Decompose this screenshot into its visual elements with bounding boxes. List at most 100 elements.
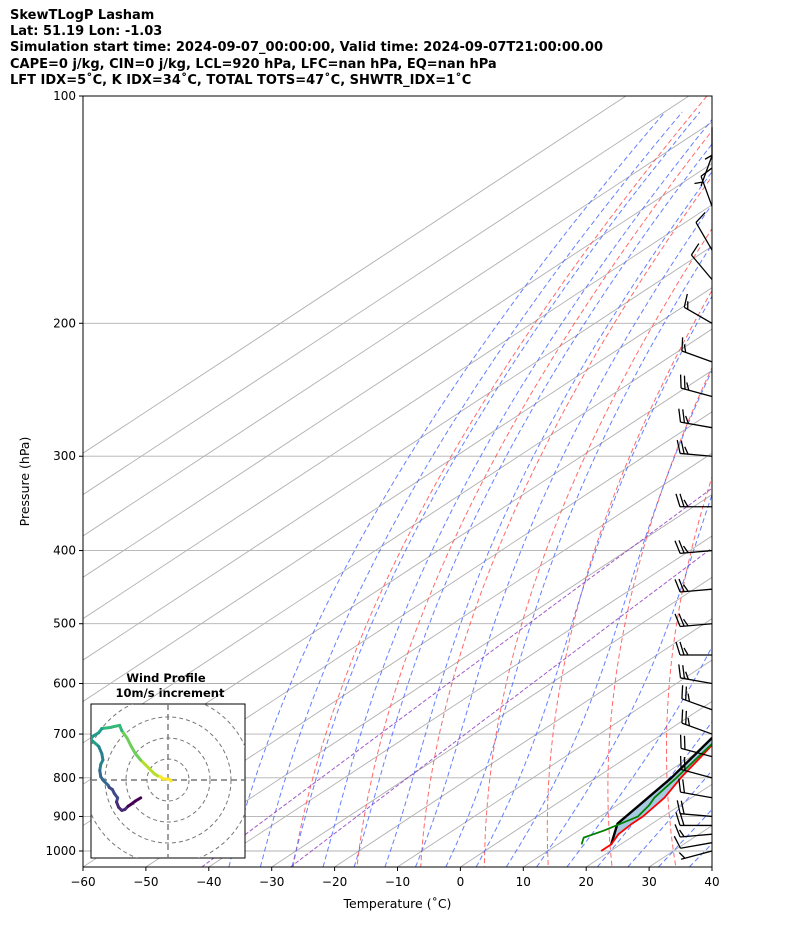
moist-adiabat-line [322,118,712,867]
isotherm-line [648,825,712,867]
wind-barb-feather [678,540,685,554]
hodograph-segment [120,729,129,740]
wind-barb-feather [674,579,681,593]
wind-barb [673,835,713,849]
wind-barb-feather [673,835,682,849]
wind-barb-feather [678,664,682,679]
x-tick-label: −60 [70,875,95,889]
wind-barb-staff [680,747,713,758]
wind-barb-staff [680,623,713,628]
wind-barb [690,243,713,280]
wind-barb-staff [680,842,713,849]
wind-barb-feather [686,382,690,391]
y-tick-label: 1000 [45,844,76,858]
mixing-ratio-line [201,487,712,867]
dewpoint-profile-line [580,742,712,845]
axes: −60 −50 −40 −30 −20 −10 0 10 20 30 40 Temperature (… [17,89,720,911]
moist-adiabat-line [475,295,712,867]
moist-adiabat-line [658,808,712,867]
wind-barb-feather [678,578,685,592]
wind-barb-feather [678,829,685,837]
wind-barb-feather [676,440,681,454]
y-tick-label: 700 [53,727,76,741]
wind-barb [695,211,713,251]
wind-barbs [673,127,713,860]
wind-barb-staff [680,452,713,457]
y-tick-label: 400 [53,544,76,558]
wind-barb-feather [681,685,684,699]
isotherm-line [83,96,690,496]
isotherm-line [208,535,712,867]
wind-barb-feather [687,693,691,702]
wind-barb-feather [679,493,685,507]
x-tick-label: 40 [704,875,719,889]
y-tick-label: 800 [53,771,76,785]
wind-barb-staff [680,791,713,799]
wind-barb [675,493,712,508]
wind-barb [678,408,713,429]
chart-header: SkewTLogP Lasham Lat: 51.19 Lon: -1.03 S… [10,8,603,89]
wind-barb-feather [685,671,689,680]
wind-barb-feather [679,641,685,656]
wind-barb-feather [690,243,700,256]
wind-barb-feather [682,584,689,592]
dry-adiabat-line [356,129,712,867]
wind-barb [679,374,713,398]
wind-barb-feather [683,647,689,656]
wind-barb-feather [687,717,691,726]
wind-barb [694,155,713,187]
temperature-profile-line [600,743,712,852]
y-tick-label: 300 [53,449,76,463]
y-tick-label: 500 [53,617,76,631]
moist-adiabat-line [505,369,712,867]
isotherm-line [83,245,712,661]
wind-barb-feather [682,665,686,679]
wind-barb-feather [675,812,681,826]
wind-barb-feather [683,499,689,508]
wind-barb [678,778,713,799]
isotherm-line [83,452,712,867]
wind-barb-feather [681,337,684,351]
cin-shading [611,737,712,845]
isotherm-line [523,742,712,867]
moist-adiabat-line [384,170,712,867]
wind-barb [674,824,713,838]
wind-barb-feather [679,812,685,826]
wind-barb-feather [682,779,686,793]
wind-barb [675,812,712,827]
isotherm-line [334,618,712,867]
moist-adiabat-line [720,112,794,867]
dry-adiabat-line [546,289,712,867]
wind-barb-staff [683,306,713,324]
x-tick-label: −50 [133,875,158,889]
wind-barb-feather [694,181,703,185]
wind-barb-feather [683,293,688,308]
wind-barb-staff [695,222,713,251]
x-tick-label: 20 [579,875,594,889]
header-location: Lat: 51.19 Lon: -1.03 [10,24,163,40]
isotherm-line [397,659,712,867]
moist-adiabat-line [353,143,712,867]
wind-barb-feather [675,493,681,507]
header-indices-1: CAPE=0 j/kg, CIN=0 j/kg, LCL=920 hPa, LF… [10,56,497,72]
dry-adiabat-line [292,96,708,867]
y-axis-label: Pressure (hPa) [17,437,32,527]
wind-barb-feather [682,618,689,627]
y-tick-label: 900 [53,809,76,823]
hodograph-segment [91,737,101,748]
wind-barb-feather [695,211,706,223]
wind-barb-staff [700,155,713,187]
isotherm-line [711,866,712,867]
wind-barb [674,613,713,628]
wind-barb-feather [681,709,684,724]
wind-barb-feather [685,710,688,725]
moist-adiabat-line [259,111,683,867]
y-tick-label: 600 [53,677,76,691]
wind-barb [676,440,713,457]
header-station: SkewTLogP Lasham [10,8,155,23]
wind-barb [675,641,712,656]
wind-barb-staff [690,254,713,280]
dry-adiabat-line [666,475,712,867]
x-tick-label: −10 [385,875,410,889]
